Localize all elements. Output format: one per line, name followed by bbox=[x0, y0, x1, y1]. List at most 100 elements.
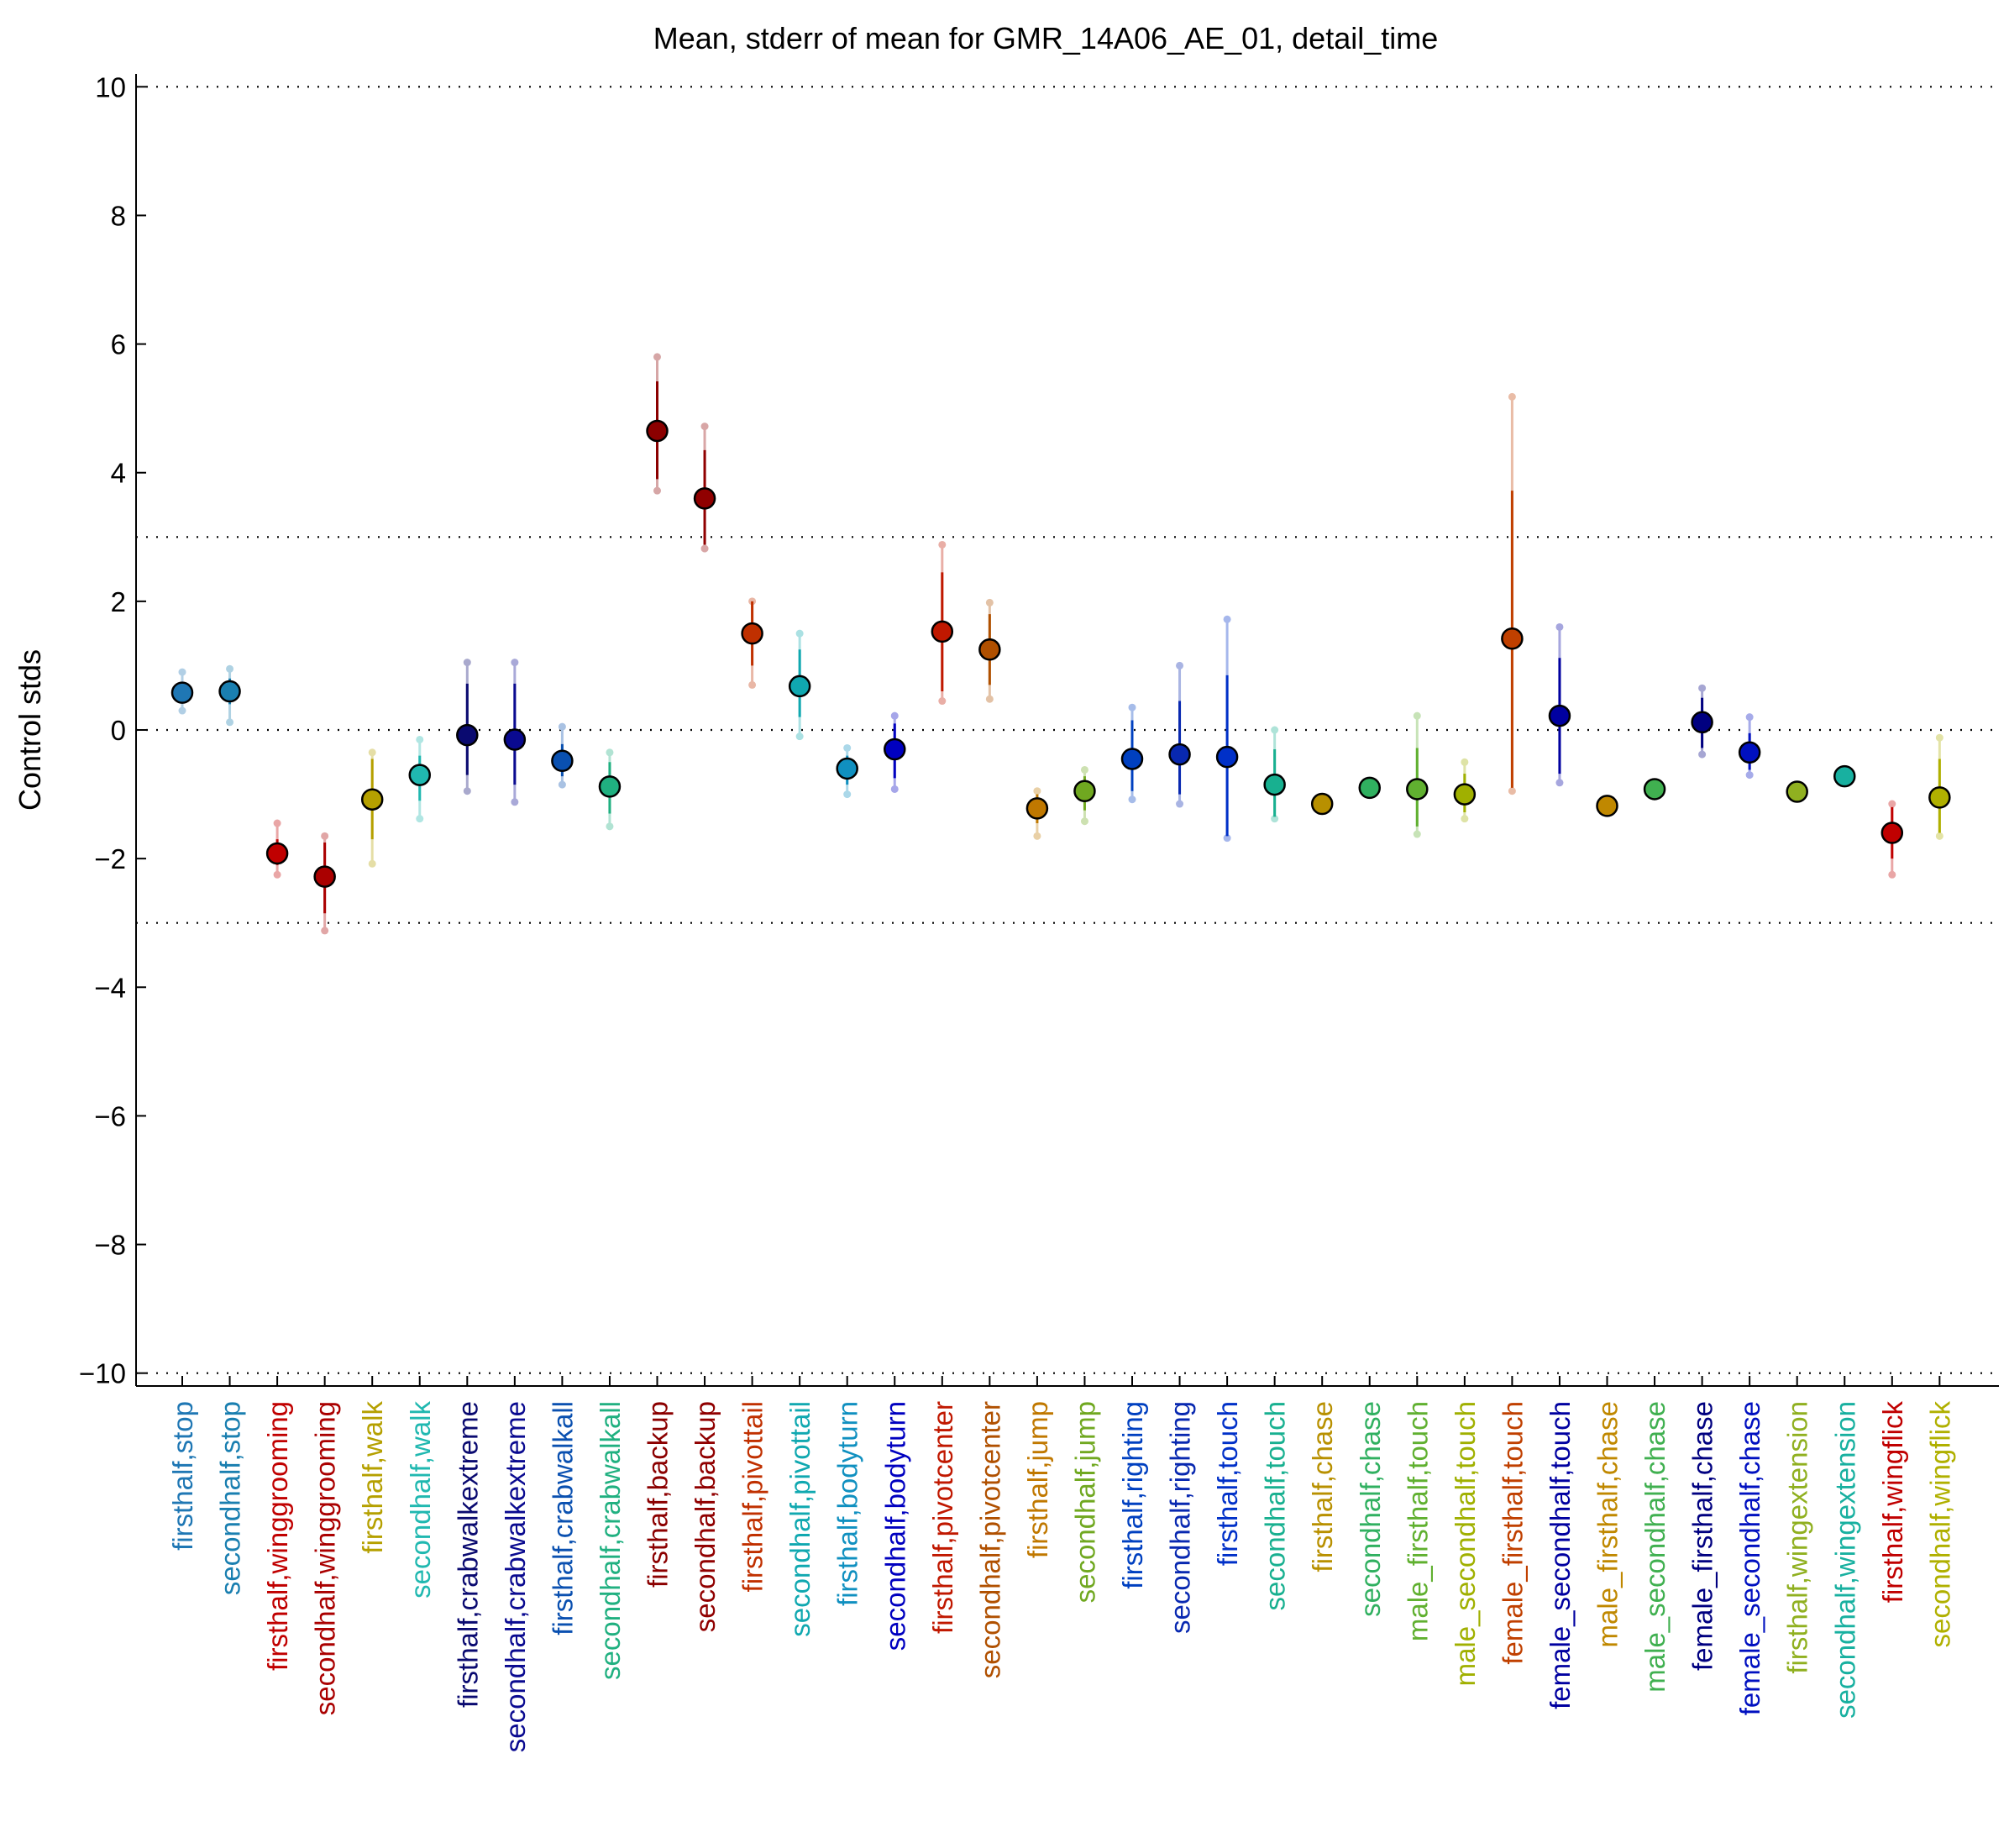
category-label: secondhalf,chase bbox=[1355, 1401, 1386, 1617]
range-end-high bbox=[1508, 392, 1516, 401]
range-end-high bbox=[1698, 684, 1707, 692]
mean-marker bbox=[360, 788, 384, 811]
range-end-high bbox=[1413, 711, 1421, 720]
range-end-high bbox=[273, 819, 281, 827]
category-label: secondhalf,crabwalkall bbox=[595, 1401, 626, 1680]
mean-marker bbox=[1691, 711, 1713, 734]
category-label: female_secondhalf,touch bbox=[1545, 1401, 1576, 1709]
y-tick-label: −10 bbox=[79, 1358, 126, 1389]
category-label: firsthalf,winggrooming bbox=[262, 1401, 293, 1671]
range-end-low bbox=[511, 798, 519, 806]
range-end-low bbox=[1888, 870, 1896, 879]
data-point bbox=[1928, 733, 1951, 840]
category-label: secondhalf,righting bbox=[1165, 1401, 1196, 1634]
range-end-high bbox=[321, 832, 329, 840]
mean-marker bbox=[503, 728, 527, 751]
data-point bbox=[693, 423, 716, 553]
data-point bbox=[931, 540, 954, 706]
range-end-low bbox=[985, 695, 994, 703]
category-label: firsthalf,bodyturn bbox=[832, 1401, 863, 1606]
category-label: female_firsthalf,touch bbox=[1497, 1401, 1528, 1665]
mean-marker bbox=[1501, 627, 1524, 650]
range-end-low bbox=[1935, 832, 1943, 840]
mean-marker bbox=[1025, 797, 1049, 820]
range-end-high bbox=[1223, 615, 1231, 623]
category-label: firsthalf,pivottail bbox=[737, 1401, 768, 1592]
category-label: secondhalf,crabwalkextreme bbox=[500, 1401, 531, 1752]
y-tick-label: 4 bbox=[111, 458, 126, 489]
mean-marker bbox=[598, 775, 622, 798]
data-point bbox=[360, 748, 384, 868]
data-point bbox=[1880, 800, 1904, 879]
range-end-high bbox=[558, 722, 566, 731]
range-end-high bbox=[1128, 703, 1136, 711]
data-point bbox=[1501, 392, 1524, 795]
data-point bbox=[1168, 661, 1191, 808]
data-point bbox=[978, 598, 1001, 703]
mean-marker bbox=[1310, 792, 1334, 816]
range-end-high bbox=[1033, 787, 1041, 795]
data-point bbox=[1406, 711, 1429, 838]
range-end-low bbox=[1745, 771, 1754, 780]
data-points bbox=[170, 353, 1951, 935]
chart-title: Mean, stderr of mean for GMR_14A06_AE_01… bbox=[653, 21, 1439, 55]
data-point bbox=[551, 722, 574, 789]
range-end-high bbox=[1745, 713, 1754, 722]
range-end-low bbox=[606, 822, 614, 831]
range-end-high bbox=[226, 664, 234, 673]
y-tick-label: 8 bbox=[111, 200, 126, 231]
range-end-high bbox=[653, 353, 661, 361]
mean-marker bbox=[1168, 743, 1191, 766]
y-tick-label: −6 bbox=[94, 1100, 126, 1131]
data-point bbox=[836, 743, 858, 799]
data-point bbox=[1691, 684, 1713, 759]
range-end-high bbox=[1888, 800, 1896, 808]
mean-marker bbox=[170, 681, 194, 704]
data-point bbox=[1310, 792, 1334, 816]
range-end-low bbox=[1461, 815, 1469, 823]
reference-lines bbox=[136, 86, 1999, 1374]
y-axis-label: Control stds bbox=[13, 649, 47, 811]
range-end-high bbox=[938, 540, 947, 549]
y-tick-label: 2 bbox=[111, 586, 126, 617]
range-end-low bbox=[748, 680, 757, 689]
range-end-low bbox=[795, 732, 804, 741]
range-end-high bbox=[606, 748, 614, 757]
mean-marker bbox=[1928, 786, 1951, 809]
category-label: firsthalf,wingflick bbox=[1877, 1401, 1908, 1604]
plot-area: −10 −8 −6 −4 −2 0 2 4 6 8 10 bbox=[79, 71, 1999, 1389]
data-point bbox=[884, 711, 906, 793]
category-label: secondhalf,jump bbox=[1069, 1401, 1100, 1603]
mean-marker bbox=[931, 620, 954, 643]
data-point bbox=[170, 668, 194, 715]
mean-marker bbox=[978, 638, 1001, 661]
y-tick-label: −4 bbox=[94, 972, 126, 1003]
category-label: firsthalf,backup bbox=[643, 1401, 674, 1588]
category-labels: firsthalf,stop secondhalf,stop firsthalf,w… bbox=[167, 1401, 1955, 1753]
mean-marker bbox=[1738, 741, 1761, 764]
mean-marker bbox=[1833, 764, 1856, 788]
range-end-high bbox=[1461, 758, 1469, 766]
data-point bbox=[1215, 615, 1239, 843]
mean-marker bbox=[1596, 795, 1618, 817]
mean-marker bbox=[884, 738, 906, 761]
mean-marker bbox=[693, 487, 716, 510]
mean-marker bbox=[265, 842, 289, 865]
category-label: firsthalf,righting bbox=[1117, 1401, 1148, 1589]
mean-marker bbox=[1120, 748, 1144, 770]
range-end-low bbox=[463, 787, 471, 795]
range-end-low bbox=[653, 486, 661, 495]
range-end-high bbox=[511, 659, 519, 667]
mean-marker bbox=[1358, 776, 1381, 800]
mean-marker bbox=[646, 419, 669, 443]
mean-marker bbox=[1215, 745, 1239, 769]
data-point bbox=[646, 353, 669, 495]
range-end-high bbox=[368, 748, 376, 757]
category-label: secondhalf,pivottail bbox=[784, 1401, 816, 1637]
y-tick-label: −2 bbox=[94, 843, 126, 874]
range-end-low bbox=[1413, 830, 1421, 838]
category-label: secondhalf,wingextension bbox=[1829, 1401, 1860, 1719]
y-tick-label: −8 bbox=[94, 1230, 126, 1261]
range-end-low bbox=[890, 785, 899, 793]
category-label: firsthalf,crabwalkall bbox=[547, 1401, 578, 1635]
